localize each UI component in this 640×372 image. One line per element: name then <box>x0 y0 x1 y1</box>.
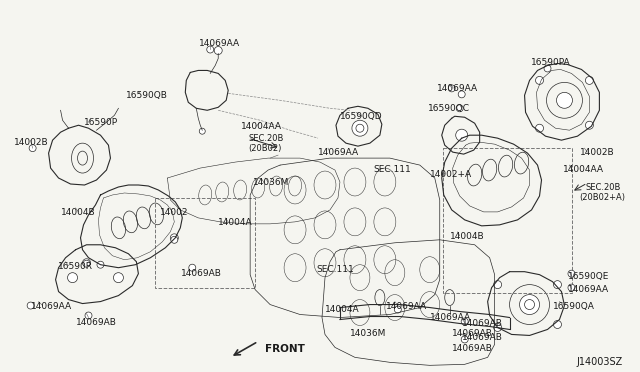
Circle shape <box>113 273 124 283</box>
Text: 14069AA: 14069AA <box>386 302 427 311</box>
Text: SEC.111: SEC.111 <box>316 265 354 274</box>
Text: (20B02+A): (20B02+A) <box>579 193 625 202</box>
Text: 14004B: 14004B <box>450 232 484 241</box>
Circle shape <box>199 128 205 134</box>
Circle shape <box>97 261 104 268</box>
Text: 16590QD: 16590QD <box>340 112 383 121</box>
Circle shape <box>554 280 561 289</box>
Circle shape <box>207 46 214 53</box>
Text: SEC.20B: SEC.20B <box>586 183 621 192</box>
Text: 14036M: 14036M <box>253 178 289 187</box>
Circle shape <box>394 306 401 313</box>
Text: 14069AA: 14069AA <box>318 148 359 157</box>
Text: 16590QE: 16590QE <box>568 272 609 281</box>
Text: FRONT: FRONT <box>265 344 305 355</box>
Text: 14069AA: 14069AA <box>568 285 609 294</box>
Circle shape <box>536 124 543 132</box>
Text: 14069AB: 14069AB <box>181 269 222 278</box>
Circle shape <box>568 284 575 291</box>
Circle shape <box>493 324 502 331</box>
Bar <box>156 198 255 288</box>
Text: 14069AB: 14069AB <box>461 318 502 327</box>
Circle shape <box>170 234 179 242</box>
Text: 14069AA: 14069AA <box>199 39 241 48</box>
Text: 14004AA: 14004AA <box>563 165 604 174</box>
Text: 16590P: 16590P <box>83 118 118 127</box>
Text: 14069AB: 14069AB <box>452 330 493 339</box>
Circle shape <box>461 336 468 343</box>
Circle shape <box>586 121 593 129</box>
Circle shape <box>171 236 178 243</box>
Circle shape <box>520 295 540 314</box>
Text: 16590QC: 16590QC <box>428 104 470 113</box>
Circle shape <box>536 76 543 84</box>
Text: 16590PA: 16590PA <box>531 58 570 67</box>
Text: 14069AB: 14069AB <box>461 333 502 343</box>
Text: 16590QA: 16590QA <box>552 302 595 311</box>
Circle shape <box>83 259 90 267</box>
Text: J14003SZ: J14003SZ <box>577 357 623 368</box>
Circle shape <box>85 312 92 319</box>
Text: 14002B: 14002B <box>580 148 615 157</box>
Text: SEC.111: SEC.111 <box>373 165 411 174</box>
Text: 14002: 14002 <box>161 208 189 217</box>
Text: 14069AA: 14069AA <box>436 84 478 93</box>
Circle shape <box>456 129 468 141</box>
Text: 14069AB: 14069AB <box>452 344 493 353</box>
Circle shape <box>568 270 575 277</box>
Text: 16590R: 16590R <box>58 262 93 271</box>
Text: 14004AA: 14004AA <box>241 122 282 131</box>
Text: 14069AB: 14069AB <box>76 318 116 327</box>
Text: 14002B: 14002B <box>13 138 48 147</box>
Circle shape <box>189 264 196 271</box>
Circle shape <box>544 65 551 72</box>
Circle shape <box>554 321 561 328</box>
Circle shape <box>586 76 593 84</box>
Text: 14069AA: 14069AA <box>430 312 471 321</box>
Text: 14002+A: 14002+A <box>430 170 472 179</box>
Circle shape <box>456 105 463 112</box>
Circle shape <box>29 145 36 152</box>
Text: 14036M: 14036M <box>350 330 387 339</box>
Circle shape <box>461 318 468 325</box>
Text: 16590QB: 16590QB <box>127 92 168 100</box>
Bar <box>443 148 572 293</box>
Circle shape <box>493 280 502 289</box>
Text: 14004B: 14004B <box>61 208 95 217</box>
Circle shape <box>557 92 572 108</box>
Circle shape <box>448 85 455 92</box>
Circle shape <box>83 260 90 267</box>
Text: 14069AA: 14069AA <box>31 302 72 311</box>
Text: 14004A: 14004A <box>325 305 360 314</box>
Text: SEC.20B: SEC.20B <box>248 134 284 143</box>
Circle shape <box>27 302 34 309</box>
Circle shape <box>68 273 77 283</box>
Circle shape <box>352 120 368 136</box>
Text: (20B02): (20B02) <box>248 144 282 153</box>
Text: 14004A: 14004A <box>218 218 253 227</box>
Circle shape <box>214 46 222 54</box>
Circle shape <box>458 91 465 98</box>
